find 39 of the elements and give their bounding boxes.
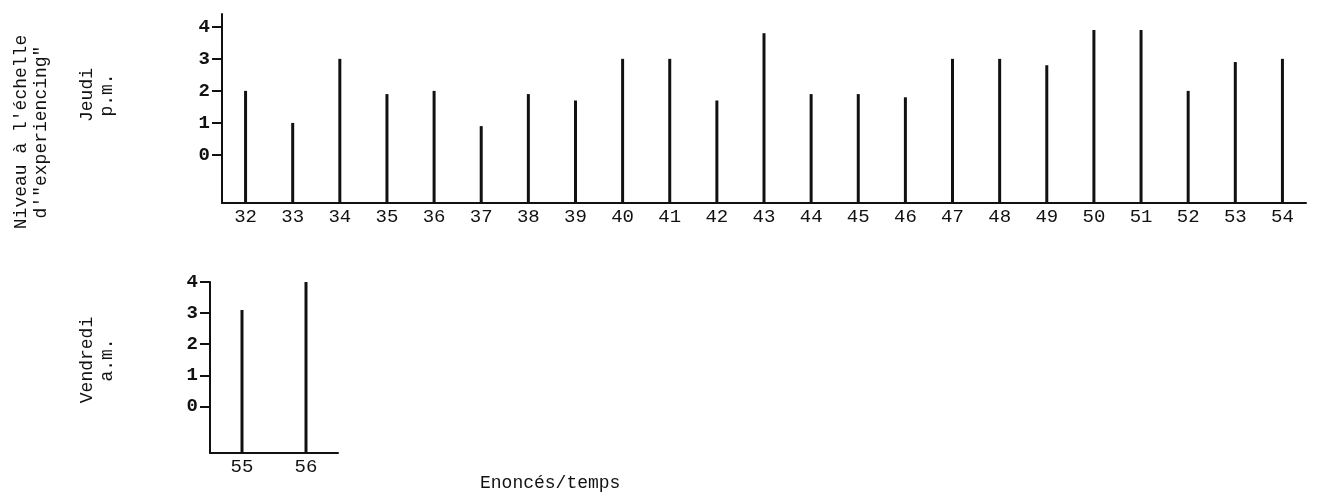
x-tick-label: 56: [294, 455, 318, 478]
text: Niveau à l'échelle d'"experiencing": [11, 34, 51, 230]
x-tick-label: 32: [234, 205, 257, 228]
x-tick-label: 37: [469, 205, 493, 228]
y-tick-label: 4: [186, 271, 198, 293]
x-tick-label: 40: [611, 205, 635, 228]
y-tick-label: 3: [186, 302, 198, 325]
y-axis-title: Jeudi p.m.: [77, 67, 117, 123]
y-tick-label: 2: [198, 79, 210, 102]
y-axis-title: Vendredi a.m.: [77, 316, 117, 404]
x-tick-label: 45: [846, 205, 870, 228]
y-tick-label: 3: [198, 47, 210, 70]
x-tick-label: 39: [564, 205, 587, 228]
x-tick-label: 53: [1223, 205, 1247, 228]
x-tick-label: 52: [1176, 205, 1200, 228]
x-tick-label: 55: [230, 455, 254, 478]
x-tick-label: 44: [799, 205, 823, 228]
x-tick-label: 43: [752, 205, 776, 228]
x-tick-label: 48: [988, 205, 1012, 228]
x-tick-label: 34: [328, 205, 352, 228]
y-tick-label: 1: [186, 364, 198, 387]
x-tick-label: 33: [281, 205, 305, 228]
x-tick-label: 51: [1129, 205, 1153, 228]
x-tick-label: 46: [893, 205, 917, 228]
x-tick-label: 49: [1035, 205, 1059, 228]
y-tick-label: 0: [198, 143, 210, 166]
x-tick-label: 38: [516, 205, 540, 228]
x-tick-label: 35: [375, 205, 399, 228]
x-tick-label: 41: [658, 205, 682, 228]
x-tick-label: 47: [941, 205, 964, 228]
x-tick-label: 54: [1271, 205, 1294, 228]
x-tick-label: 42: [705, 205, 729, 228]
y-tick-label: 0: [186, 395, 198, 418]
y-tick-label: 1: [198, 111, 210, 134]
x-tick-label: 36: [422, 205, 446, 228]
y-tick-label: 4: [198, 15, 210, 38]
text: Enoncés/temps: [480, 473, 621, 493]
x-tick-label: 50: [1082, 205, 1106, 228]
y-tick-label: 2: [186, 333, 198, 356]
